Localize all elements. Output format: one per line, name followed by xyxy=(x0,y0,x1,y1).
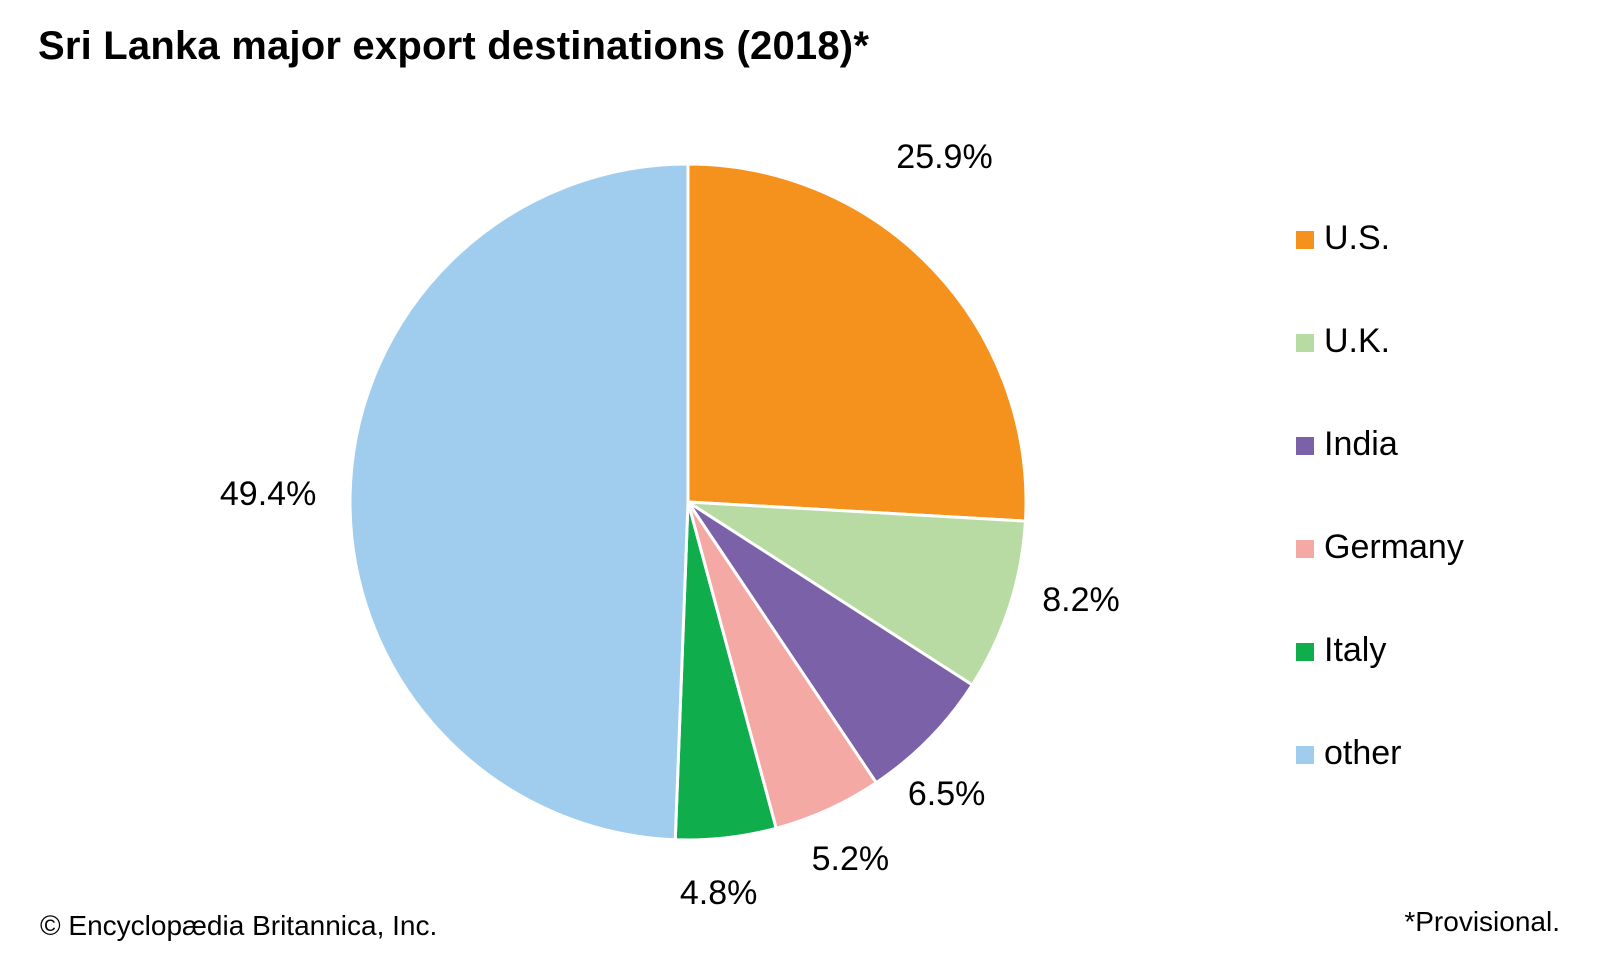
pie-label-uk: 8.2% xyxy=(1042,581,1120,619)
legend-swatch-germany xyxy=(1296,540,1314,558)
pie-label-italy: 4.8% xyxy=(680,874,758,912)
legend-label-other: other xyxy=(1324,734,1402,772)
copyright-text: © Encyclopædia Britannica, Inc. xyxy=(40,910,438,941)
legend-label-us: U.S. xyxy=(1324,219,1391,257)
legend-swatch-us xyxy=(1296,231,1314,249)
legend-label-india: India xyxy=(1324,425,1398,463)
pie-slice-other xyxy=(348,162,690,842)
pie-label-germany: 5.2% xyxy=(812,840,890,878)
pie-slice-us xyxy=(686,162,1028,523)
legend-label-uk: U.K. xyxy=(1324,322,1391,360)
legend-swatch-uk xyxy=(1296,334,1314,352)
legend-label-germany: Germany xyxy=(1324,528,1464,566)
pie-slice-uk xyxy=(686,500,1027,687)
legend-label-italy: Italy xyxy=(1324,631,1387,669)
pie-label-other: 49.4% xyxy=(220,475,316,513)
legend-swatch-india xyxy=(1296,437,1314,455)
pie-label-us: 25.9% xyxy=(896,138,992,176)
chart-title: Sri Lanka major export destinations (201… xyxy=(38,24,870,68)
provisional-note: *Provisional. xyxy=(1404,906,1560,937)
pie-slice-india xyxy=(686,500,974,785)
legend-swatch-italy xyxy=(1296,643,1314,661)
pie-labels: 25.9% 8.2% 6.5% 5.2% 4.8% 49.4% xyxy=(220,138,1120,912)
pie-slices xyxy=(348,162,1028,842)
legend-swatch-other xyxy=(1296,746,1314,764)
pie-label-india: 6.5% xyxy=(908,775,986,813)
